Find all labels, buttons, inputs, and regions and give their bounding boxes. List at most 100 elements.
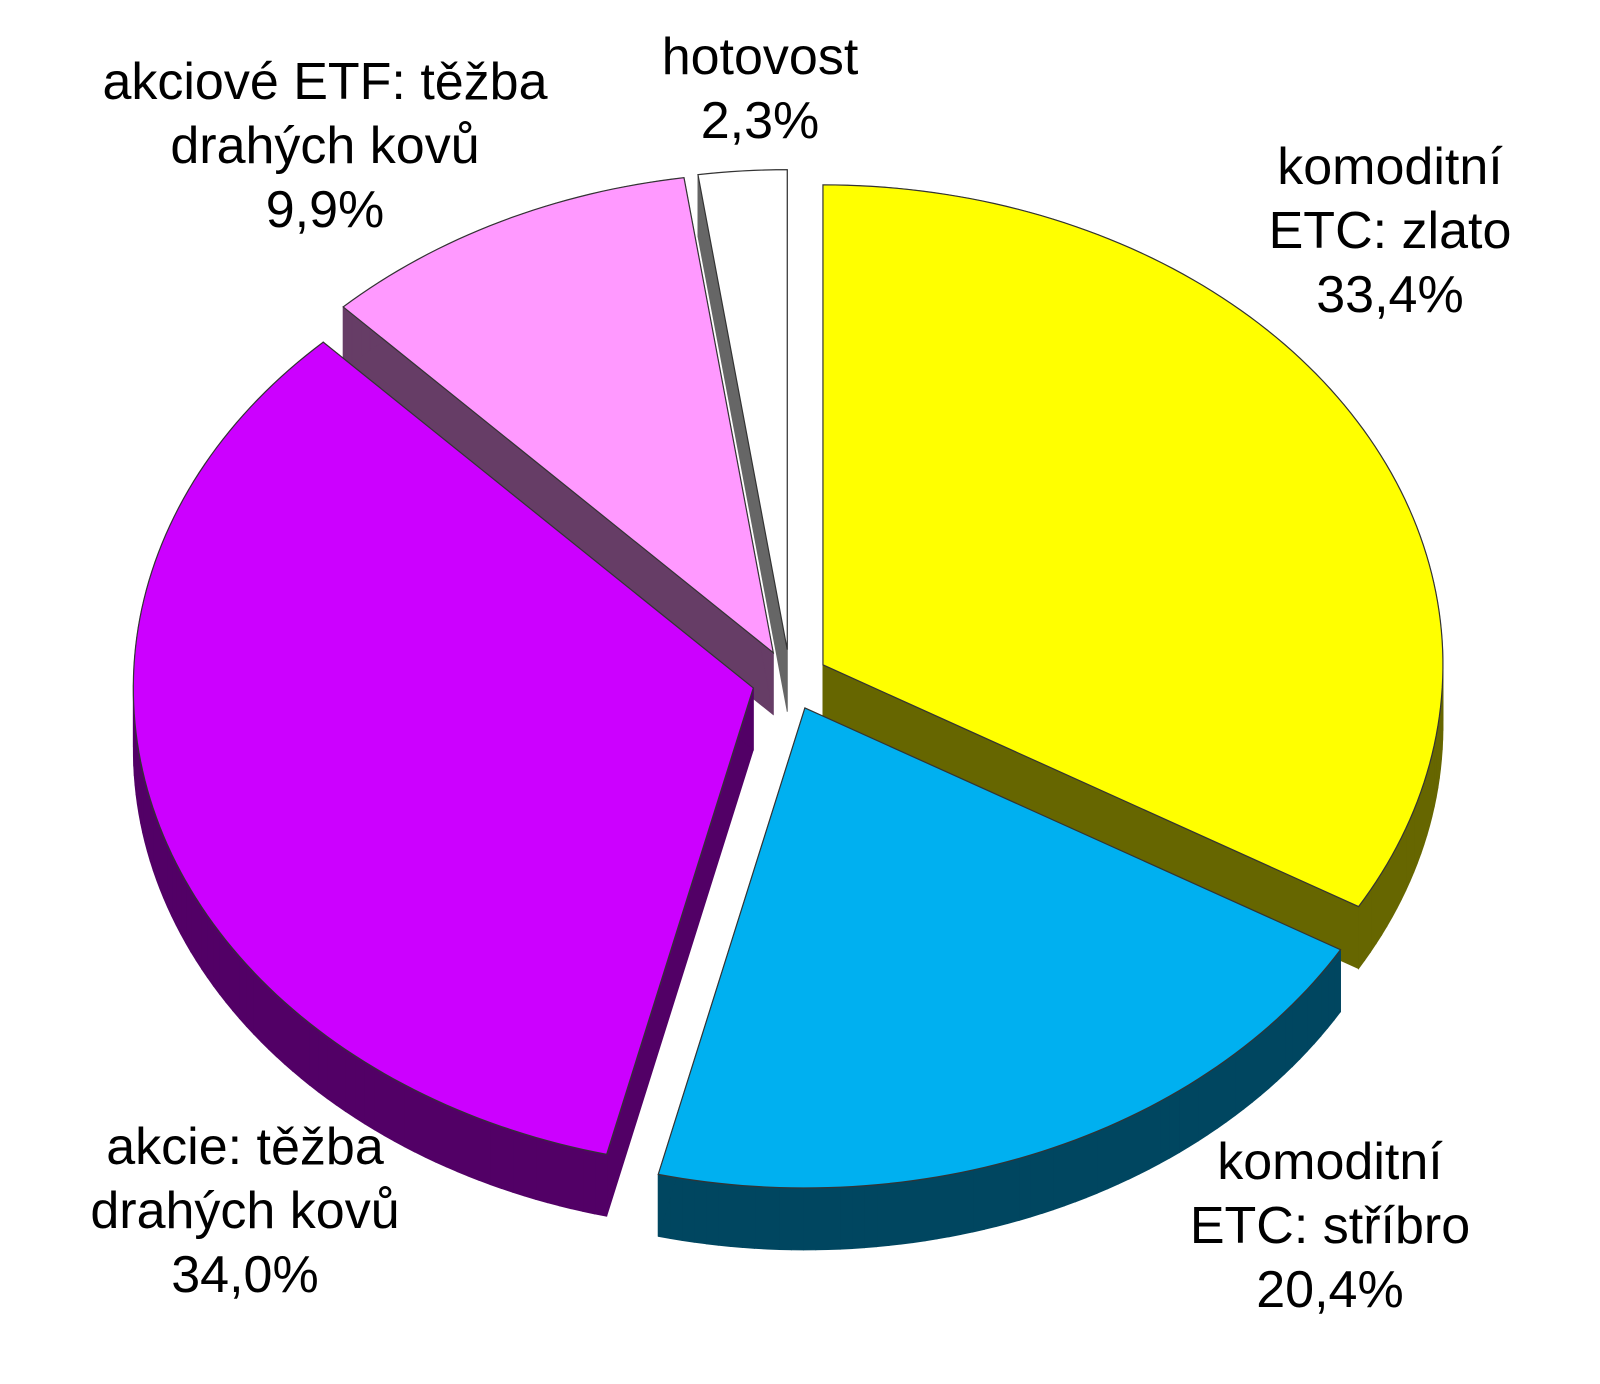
slice (822, 184, 1444, 908)
side-face (292, 1008, 302, 1080)
value-label: 33,4% (1316, 266, 1464, 324)
side-face (1207, 1065, 1218, 1136)
side-face (149, 799, 154, 871)
side-face (180, 871, 187, 944)
side-face (876, 1183, 890, 1248)
side-face (523, 1133, 537, 1200)
side-face (326, 1035, 337, 1106)
side-face (717, 1182, 731, 1247)
side-face (175, 862, 182, 935)
side-face (1234, 1046, 1245, 1117)
side-face (1370, 879, 1377, 954)
side-face (195, 896, 202, 971)
side-face (1405, 819, 1411, 891)
side-face (594, 1151, 608, 1217)
side-face (1417, 791, 1422, 864)
side-face (803, 1187, 817, 1251)
side-face (852, 1185, 865, 1249)
side-face (1276, 1010, 1286, 1083)
side-face (1260, 1025, 1270, 1097)
slice-label: hotovost 2,3% (480, 25, 1040, 153)
side-face (742, 1185, 756, 1249)
side-face (201, 905, 208, 979)
side-face (972, 1166, 985, 1233)
side-face (152, 808, 157, 880)
value-label: 34,0% (171, 1246, 319, 1304)
side-face (1396, 837, 1402, 909)
side-face (219, 930, 227, 1004)
side-face (1299, 988, 1308, 1060)
side-face (1313, 972, 1322, 1045)
side-face (790, 1187, 804, 1251)
side-face (1409, 810, 1415, 882)
side-face (260, 978, 269, 1051)
side-face (815, 1187, 829, 1251)
side-face (185, 879, 192, 954)
category-label: komoditní ETC: stříbro (1189, 1133, 1471, 1255)
side-face (225, 939, 233, 1012)
side-face (1327, 956, 1335, 1030)
value-label: 9,9% (265, 181, 385, 239)
value-label: 20,4% (1256, 1261, 1404, 1319)
side-face (582, 1148, 596, 1215)
side-face (309, 1022, 319, 1093)
side-face (1216, 1059, 1227, 1130)
side-face (238, 955, 247, 1028)
category-label: hotovost (661, 28, 859, 86)
side-face (283, 1001, 293, 1073)
side-face (1292, 996, 1301, 1068)
slice (132, 341, 755, 1156)
side-face (206, 914, 214, 987)
side-face (766, 1186, 780, 1250)
side-face (1413, 801, 1418, 873)
side-face (924, 1176, 938, 1242)
side-face (317, 1029, 328, 1100)
slice (342, 177, 775, 655)
side-face (345, 1048, 356, 1119)
side-face (268, 986, 277, 1058)
side-face (1007, 1157, 1020, 1225)
side-face (232, 947, 240, 1020)
side-face (864, 1184, 878, 1249)
side-face (300, 1015, 310, 1086)
slice (657, 707, 1342, 1189)
side-face (705, 1181, 719, 1246)
side-face (1386, 853, 1393, 928)
side-face (1251, 1032, 1262, 1104)
slice-label: akciové ETF: těžba drahých kovů 9,9% (45, 50, 605, 242)
category-label: akciové ETF: těžba drahých kovů (102, 53, 548, 175)
side-face (245, 963, 254, 1035)
category-label: akcie: těžba drahých kovů (90, 1118, 400, 1240)
side-face (948, 1172, 962, 1238)
side-face (535, 1136, 548, 1204)
side-face (1391, 846, 1398, 918)
side-face (936, 1174, 950, 1240)
side-face (1243, 1039, 1253, 1110)
side-face (546, 1140, 560, 1207)
slice-label: komoditní ETC: zlato 33,4% (1110, 135, 1600, 327)
side-face (1268, 1018, 1278, 1090)
side-face (163, 835, 168, 908)
slice-label: akcie: těžba drahých kovů 34,0% (0, 1115, 525, 1307)
side-face (827, 1186, 841, 1251)
side-face (156, 817, 161, 890)
side-face (693, 1179, 707, 1245)
side-face (275, 993, 285, 1065)
side-face (1423, 773, 1428, 845)
side-face (960, 1169, 974, 1236)
side-face (912, 1178, 926, 1244)
side-face (1225, 1052, 1236, 1123)
slice (697, 169, 788, 650)
side-face (1030, 1150, 1043, 1218)
side-face (1333, 948, 1341, 1022)
side-face (190, 888, 197, 962)
side-face (729, 1184, 743, 1248)
side-face (354, 1054, 365, 1125)
category-label: komoditní ETC: zlato (1268, 138, 1512, 260)
side-face (1284, 1003, 1293, 1075)
side-face (1364, 888, 1372, 962)
side-face (171, 854, 177, 926)
side-face (570, 1146, 584, 1212)
side-face (778, 1187, 792, 1251)
